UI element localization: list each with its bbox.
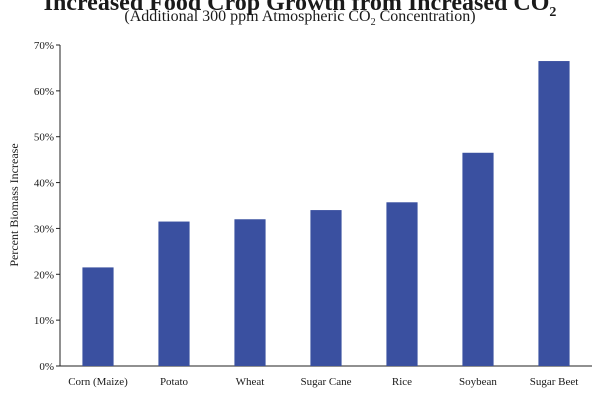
bars	[82, 61, 570, 367]
y-tick-label: 60%	[34, 86, 54, 98]
chart-title: Increased Food Crop Growth from Increase…	[0, 0, 600, 21]
bar	[462, 152, 494, 366]
x-tick-label: Potato	[160, 376, 189, 388]
bar	[310, 210, 342, 366]
bar	[82, 267, 114, 366]
chart-title-main: Increased Food Crop Growth from Increase…	[43, 0, 550, 16]
x-axis: Corn (Maize) Potato Wheat Sugar Cane Rice Soy…	[60, 365, 592, 388]
y-tick-label: 50%	[34, 132, 54, 144]
y-tick-label: 30%	[34, 223, 54, 235]
chart-subtitle-pre: (Additional 300 ppm Atmospheric CO	[124, 8, 371, 25]
x-tick-label: Wheat	[236, 376, 265, 388]
y-tick-label: 0%	[39, 361, 54, 373]
y-axis: 0% 10% 20% 30% 40% 50% 60% 70%	[34, 40, 61, 373]
bar	[538, 61, 570, 367]
bar	[234, 219, 266, 366]
y-tick-label: 70%	[34, 40, 54, 52]
y-tick-label: 40%	[34, 178, 54, 190]
y-axis-label: Percent Biomass Increase	[7, 143, 21, 266]
bar	[158, 221, 190, 366]
y-tick-label: 20%	[34, 269, 54, 281]
chart-title-subscript: 2	[549, 4, 557, 20]
chart-subtitle-subscript: 2	[370, 17, 376, 29]
x-tick-label: Sugar Cane	[300, 376, 351, 388]
x-tick-label: Soybean	[459, 376, 497, 388]
x-tick-label: Rice	[392, 376, 412, 388]
x-tick-label: Corn (Maize)	[68, 376, 128, 388]
y-tick-label: 10%	[34, 315, 54, 327]
x-tick-label: Sugar Beet	[530, 376, 579, 388]
bar	[386, 202, 418, 366]
chart-subtitle-post: Concentration)	[375, 8, 476, 25]
chart-subtitle: (Additional 300 ppm Atmospheric CO2 Conc…	[0, 8, 600, 28]
